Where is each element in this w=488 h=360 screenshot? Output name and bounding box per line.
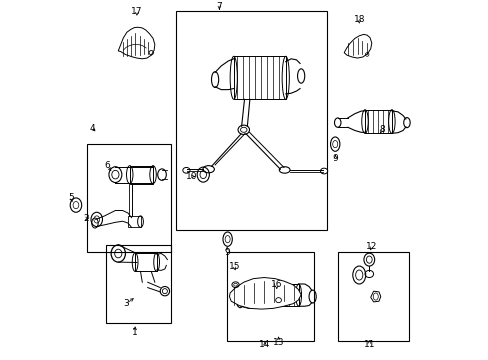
Text: 4: 4	[89, 123, 95, 132]
Text: 5: 5	[69, 193, 74, 202]
Text: 13: 13	[272, 338, 284, 347]
Text: 8: 8	[378, 125, 384, 134]
Text: 1: 1	[132, 328, 138, 337]
Bar	[337, 252, 408, 341]
Bar	[176, 12, 326, 230]
Text: 3: 3	[123, 299, 129, 308]
Text: 16: 16	[270, 280, 282, 289]
Bar	[135, 253, 156, 271]
Text: 11: 11	[363, 340, 374, 349]
Text: 12: 12	[366, 242, 377, 251]
Text: 7: 7	[216, 2, 222, 11]
Bar	[129, 166, 153, 184]
Text: 9: 9	[224, 248, 229, 257]
Bar	[226, 252, 314, 341]
Bar	[106, 244, 171, 323]
Text: 18: 18	[353, 15, 364, 24]
Text: 9: 9	[332, 154, 338, 163]
Bar	[261, 284, 298, 306]
Polygon shape	[118, 27, 155, 59]
Bar	[128, 216, 140, 227]
Text: 17: 17	[131, 7, 142, 16]
Text: 10: 10	[185, 172, 197, 181]
Text: 14: 14	[259, 341, 270, 350]
Polygon shape	[370, 291, 380, 302]
Text: 2: 2	[83, 214, 89, 223]
Polygon shape	[229, 278, 301, 309]
Text: 6: 6	[104, 161, 110, 170]
Text: 15: 15	[228, 262, 240, 271]
Bar	[86, 144, 171, 252]
Bar	[364, 110, 391, 134]
Polygon shape	[344, 35, 371, 58]
Bar	[233, 56, 285, 99]
